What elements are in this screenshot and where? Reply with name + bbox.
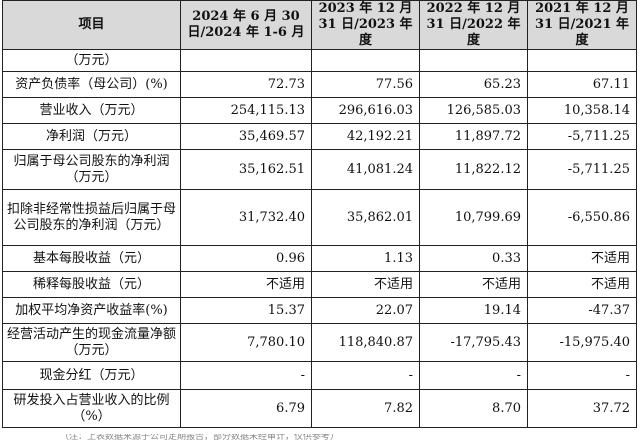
value-cell: 19.14 — [419, 297, 528, 324]
value-cell: 65.23 — [419, 71, 528, 98]
table-row: 加权平均净资产收益率(%) 15.37 22.07 19.14 -47.37 — [2, 297, 637, 324]
value-cell: -5,711.25 — [527, 149, 637, 190]
value-cell: 72.73 — [180, 71, 312, 98]
table-row: 基本每股收益（元） 0.96 1.13 0.33 不适用 — [2, 245, 637, 272]
value-cell: -47.37 — [527, 297, 637, 324]
table-row: 经营活动产生的现金流量净额（万元） 7,780.10 118,840.87 -17,7… — [2, 323, 637, 362]
header-row: 项目 2024 年 6 月 30 日/2024 年 1-6 月 2023 年 1… — [2, 0, 637, 50]
value-cell: 不适用 — [419, 271, 528, 298]
value-cell — [419, 49, 528, 72]
table-row: 研发投入占营业收入的比例（%） 6.79 7.82 8.70 37.72 — [2, 389, 637, 428]
row-label: 稀释每股收益（元） — [2, 271, 181, 298]
value-cell: -6,550.86 — [527, 189, 637, 246]
header-item: 项目 — [2, 0, 181, 50]
value-cell: 42,192.21 — [311, 123, 420, 150]
value-cell: 15.37 — [180, 297, 312, 324]
header-2022: 2022 年 12 月 31 日/2022 年度 — [419, 0, 528, 50]
table-row: 扣除非经常性损益后归属于母公司股东的净利润（万元） 31,732.40 35,862… — [2, 189, 637, 246]
value-cell: -17,795.43 — [419, 323, 528, 362]
value-cell: 11,822.12 — [419, 149, 528, 190]
row-label: 扣除非经常性损益后归属于母公司股东的净利润（万元） — [2, 189, 181, 246]
value-cell: 41,081.24 — [311, 149, 420, 190]
table-row: （万元） — [2, 49, 637, 72]
table-row: 归属于母公司股东的净利润（万元） 35,162.51 41,081.24 11,822… — [2, 149, 637, 190]
row-label: 归属于母公司股东的净利润（万元） — [2, 149, 181, 190]
value-cell: 37.72 — [527, 389, 637, 428]
value-cell: 10,799.69 — [419, 189, 528, 246]
value-cell: 35,862.01 — [311, 189, 420, 246]
value-cell: 77.56 — [311, 71, 420, 98]
value-cell: 35,469.57 — [180, 123, 312, 150]
value-cell: 0.96 — [180, 245, 312, 272]
table-row: 营业收入（万元） 254,115.13 296,616.03 126,585.03 10… — [2, 97, 637, 124]
value-cell — [527, 49, 637, 72]
row-label: 经营活动产生的现金流量净额（万元） — [2, 323, 181, 362]
table-row: 净利润（万元） 35,469.57 42,192.21 11,897.72 -5,711… — [2, 123, 637, 150]
header-2024-h1: 2024 年 6 月 30 日/2024 年 1-6 月 — [180, 0, 312, 50]
header-2021: 2021 年 12 月 31 日/2021 年度 — [527, 0, 637, 50]
value-cell: - — [311, 361, 420, 390]
value-cell: - — [419, 361, 528, 390]
value-cell: 不适用 — [311, 271, 420, 298]
table-row: 现金分红（万元） - - - - — [2, 361, 637, 390]
header-2023: 2023 年 12 月 31 日/2023 年度 — [311, 0, 420, 50]
value-cell: 35,162.51 — [180, 149, 312, 190]
trailing-note: （注：上表数据来源于公司定期报告，部分数据未经审计，仅供参考） — [60, 434, 340, 440]
value-cell: 31,732.40 — [180, 189, 312, 246]
financial-indicators-table: 项目 2024 年 6 月 30 日/2024 年 1-6 月 2023 年 1… — [2, 0, 637, 428]
value-cell: 296,616.03 — [311, 97, 420, 124]
value-cell: - — [180, 361, 312, 390]
table-row: 资产负债率（母公司）(%) 72.73 77.56 65.23 67.11 — [2, 71, 637, 98]
value-cell: 22.07 — [311, 297, 420, 324]
value-cell: 254,115.13 — [180, 97, 312, 124]
value-cell: 8.70 — [419, 389, 528, 428]
row-label: （万元） — [2, 49, 181, 72]
row-label: 资产负债率（母公司）(%) — [2, 71, 181, 98]
value-cell — [180, 49, 312, 72]
row-label: 现金分红（万元） — [2, 361, 181, 390]
value-cell: 7.82 — [311, 389, 420, 428]
value-cell: 67.11 — [527, 71, 637, 98]
value-cell: -5,711.25 — [527, 123, 637, 150]
row-label: 研发投入占营业收入的比例（%） — [2, 389, 181, 428]
value-cell: 不适用 — [527, 245, 637, 272]
value-cell: - — [527, 361, 637, 390]
value-cell: 不适用 — [527, 271, 637, 298]
value-cell: 不适用 — [180, 271, 312, 298]
row-label: 营业收入（万元） — [2, 97, 181, 124]
row-label: 净利润（万元） — [2, 123, 181, 150]
value-cell: 6.79 — [180, 389, 312, 428]
value-cell: 10,358.14 — [527, 97, 637, 124]
value-cell: 1.13 — [311, 245, 420, 272]
value-cell: 0.33 — [419, 245, 528, 272]
value-cell: 7,780.10 — [180, 323, 312, 362]
row-label: 加权平均净资产收益率(%) — [2, 297, 181, 324]
value-cell — [311, 49, 420, 72]
row-label: 基本每股收益（元） — [2, 245, 181, 272]
value-cell: 126,585.03 — [419, 97, 528, 124]
value-cell: -15,975.40 — [527, 323, 637, 362]
table-row: 稀释每股收益（元） 不适用 不适用 不适用 不适用 — [2, 271, 637, 298]
table-body: （万元） 资产负债率（母公司）(%) 72.73 77.56 65.23 67.11 营业收… — [2, 49, 637, 428]
value-cell: 118,840.87 — [311, 323, 420, 362]
value-cell: 11,897.72 — [419, 123, 528, 150]
